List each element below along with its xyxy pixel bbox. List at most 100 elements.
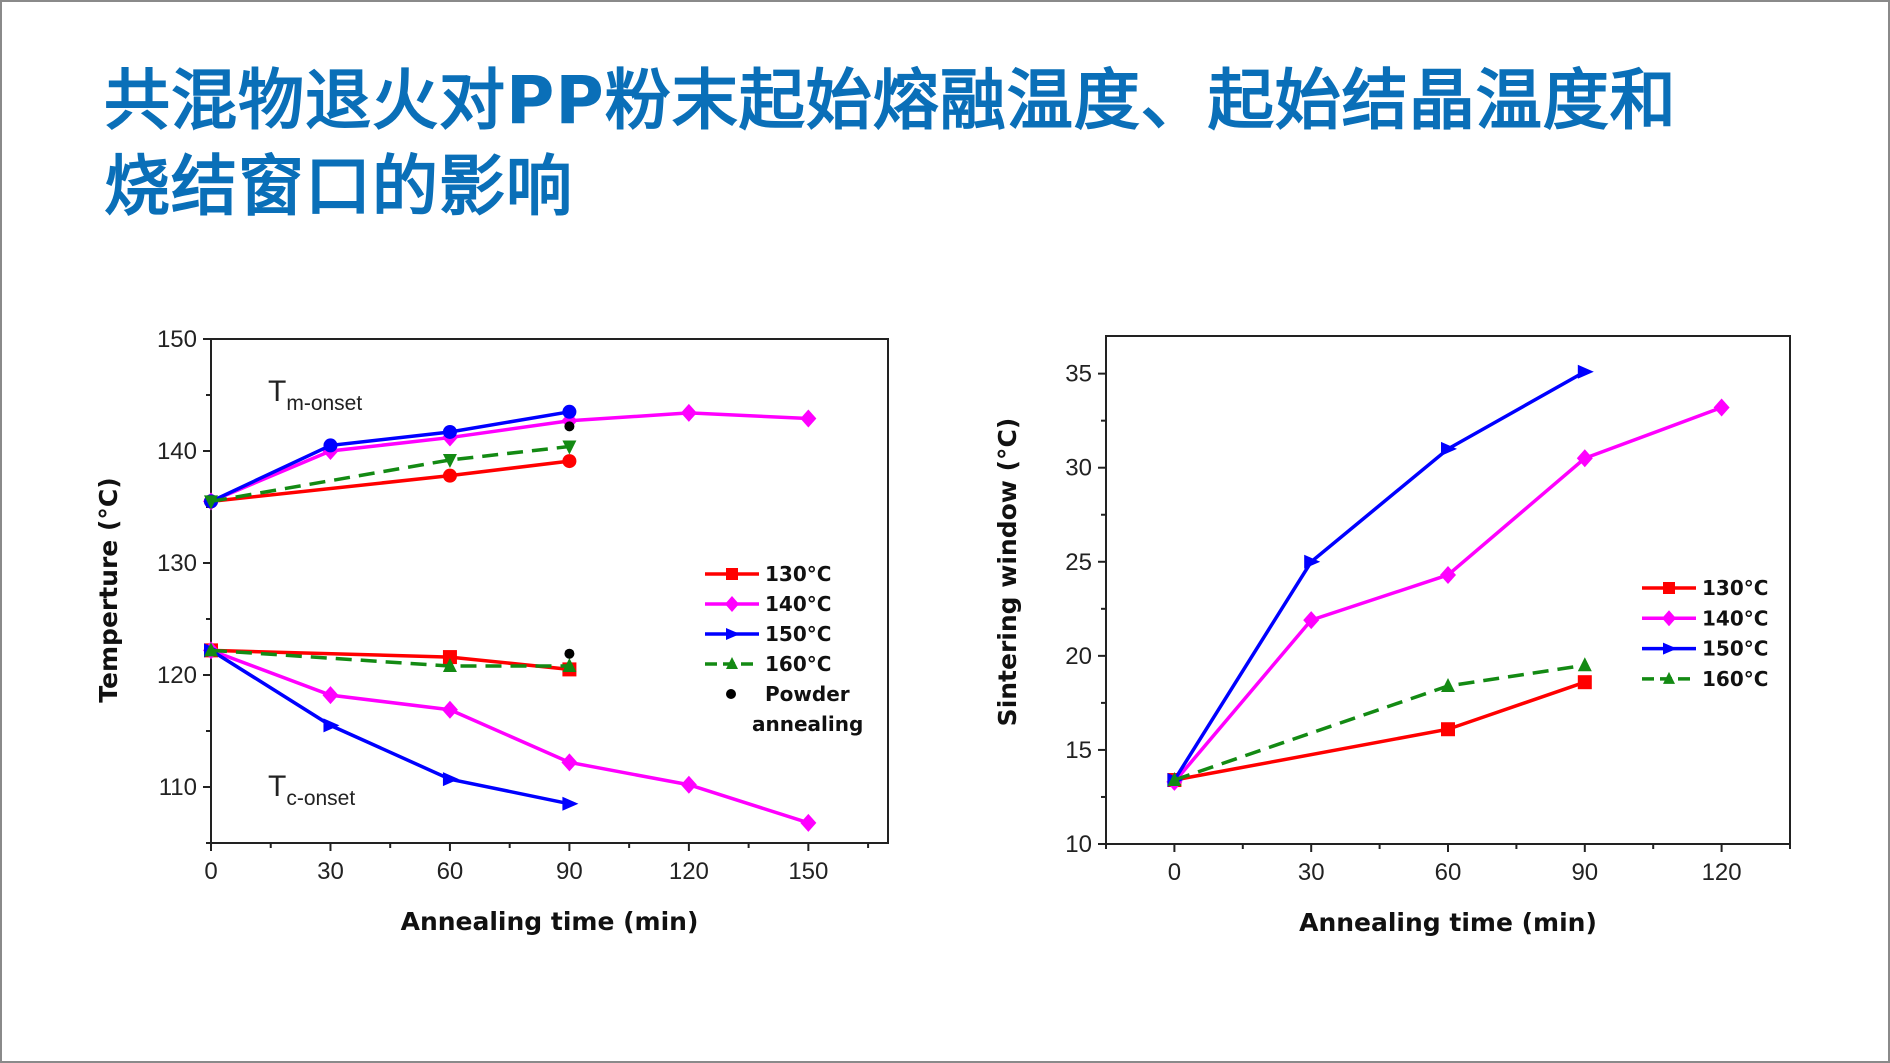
data-point <box>442 424 457 439</box>
x-tick-label: 120 <box>669 858 709 885</box>
chart-2: 10 15 20 25 30 35 0 30 60 90 120 Annealing time (mi… <box>993 335 1791 937</box>
y-tick-label: 140 <box>157 438 197 465</box>
legend-label: Powder <box>765 682 850 706</box>
y-tick-label: 120 <box>157 662 197 689</box>
legend-label: 140°C <box>1702 606 1768 630</box>
legend-marker <box>726 568 738 580</box>
annotation-main: T <box>268 375 286 408</box>
series-line <box>210 648 570 806</box>
y-tick-label: 150 <box>157 326 197 353</box>
data-point <box>323 718 340 733</box>
x-tick-label: 30 <box>317 858 344 885</box>
data-point <box>442 658 457 673</box>
legend-marker <box>725 596 739 612</box>
annotation-main: T <box>268 770 286 803</box>
y-tick-label: 110 <box>159 774 197 801</box>
legend-item: 150°C <box>705 622 831 646</box>
legend-item: 130°C <box>1642 576 1768 600</box>
data-point <box>562 658 577 673</box>
legend-item: 160°C <box>1642 667 1768 691</box>
data-point <box>562 404 577 419</box>
series-line <box>1174 680 1586 782</box>
legend-item: 140°C <box>1642 606 1768 630</box>
data-point <box>442 453 457 468</box>
series-160c-tc-onset <box>204 642 577 673</box>
x-tick-label: 90 <box>556 858 583 885</box>
x-tick-label: 120 <box>1702 859 1742 886</box>
data-point <box>442 772 459 787</box>
legend-label-line2: annealing <box>752 712 863 736</box>
series-130c-tc-onset <box>204 643 577 677</box>
data-point <box>322 686 339 705</box>
data-point <box>441 700 458 719</box>
legend-label: 130°C <box>1702 576 1768 600</box>
data-point <box>1441 722 1455 737</box>
legend-label: 140°C <box>765 592 831 616</box>
x-tick-label: 0 <box>1168 859 1181 886</box>
plot-frame <box>210 338 889 844</box>
series-line <box>210 459 570 504</box>
y-tick-label: 30 <box>1065 455 1092 482</box>
data-point <box>1577 675 1592 690</box>
chart-1: 110 120 130 140 150 0 30 60 90 120 150 Annealing ti… <box>94 326 889 936</box>
annotation-sub: c-onset <box>286 787 355 810</box>
data-point <box>1441 677 1455 692</box>
legend-item: 150°C <box>1642 637 1768 661</box>
data-point <box>800 409 817 428</box>
data-point <box>680 775 697 794</box>
data-point <box>1577 657 1592 672</box>
x-tick-label: 60 <box>437 858 464 885</box>
data-point <box>442 468 457 483</box>
data-point <box>1304 554 1321 569</box>
series-line <box>210 411 809 504</box>
legend-item: Powder annealing <box>726 682 863 736</box>
series-160c-tm-onset <box>204 440 577 510</box>
legend-label: 160°C <box>1702 667 1768 691</box>
x-tick-label: 0 <box>204 858 217 885</box>
legend-label: 150°C <box>765 622 831 646</box>
x-axis-label: Annealing time (min) <box>1299 908 1597 937</box>
series-line <box>210 648 809 825</box>
y-tick-label: 25 <box>1065 549 1092 576</box>
annotation-m-onset: Tm-onset <box>268 375 362 415</box>
series-powder-powder-annealing <box>564 421 575 659</box>
data-point <box>1441 441 1457 456</box>
legend-label: 150°C <box>1702 637 1768 661</box>
legend-item: 130°C <box>705 562 831 586</box>
y-tick-label: 20 <box>1065 643 1092 670</box>
legend-marker <box>1663 582 1675 594</box>
data-point <box>562 796 579 811</box>
title-line-2: 烧结窗口的影响 <box>104 148 573 225</box>
x-axis-label: Annealing time (min) <box>401 907 699 936</box>
data-point <box>204 642 218 657</box>
data-point <box>1440 565 1456 584</box>
legend: 130°C 140°C 150°C 160°C <box>1642 576 1768 691</box>
series-line <box>210 444 570 504</box>
legend-marker <box>1663 642 1677 655</box>
x-tick-label: 90 <box>1571 859 1598 886</box>
y-axis-label: Sintering window (°C) <box>993 418 1022 727</box>
y-tick-label: 10 <box>1065 831 1092 858</box>
data-point <box>323 438 338 453</box>
data-point <box>442 650 457 665</box>
data-point <box>1303 611 1320 630</box>
legend-item: 140°C <box>705 592 831 616</box>
x-tick-label: 150 <box>788 858 828 885</box>
series-150c <box>1167 364 1594 788</box>
data-point <box>1713 398 1730 417</box>
x-tick-label: 30 <box>1298 859 1325 886</box>
legend-marker <box>726 689 736 699</box>
data-point <box>564 648 575 659</box>
series-line <box>210 410 570 503</box>
annotation-c-onset: Tc-onset <box>268 770 355 810</box>
series-140c-tm-onset <box>203 403 817 511</box>
legend: 130°C 140°C 150°C 160°C Powder annealing <box>705 562 863 736</box>
legend-marker <box>726 657 738 669</box>
series-160c <box>1167 657 1592 787</box>
legend-item: 160°C <box>705 652 831 676</box>
series-line <box>1172 370 1586 781</box>
data-point <box>562 440 577 455</box>
title-line-1: 共混物退火对PP粉末起始熔融温度、起始结晶温度和 <box>104 62 1677 139</box>
